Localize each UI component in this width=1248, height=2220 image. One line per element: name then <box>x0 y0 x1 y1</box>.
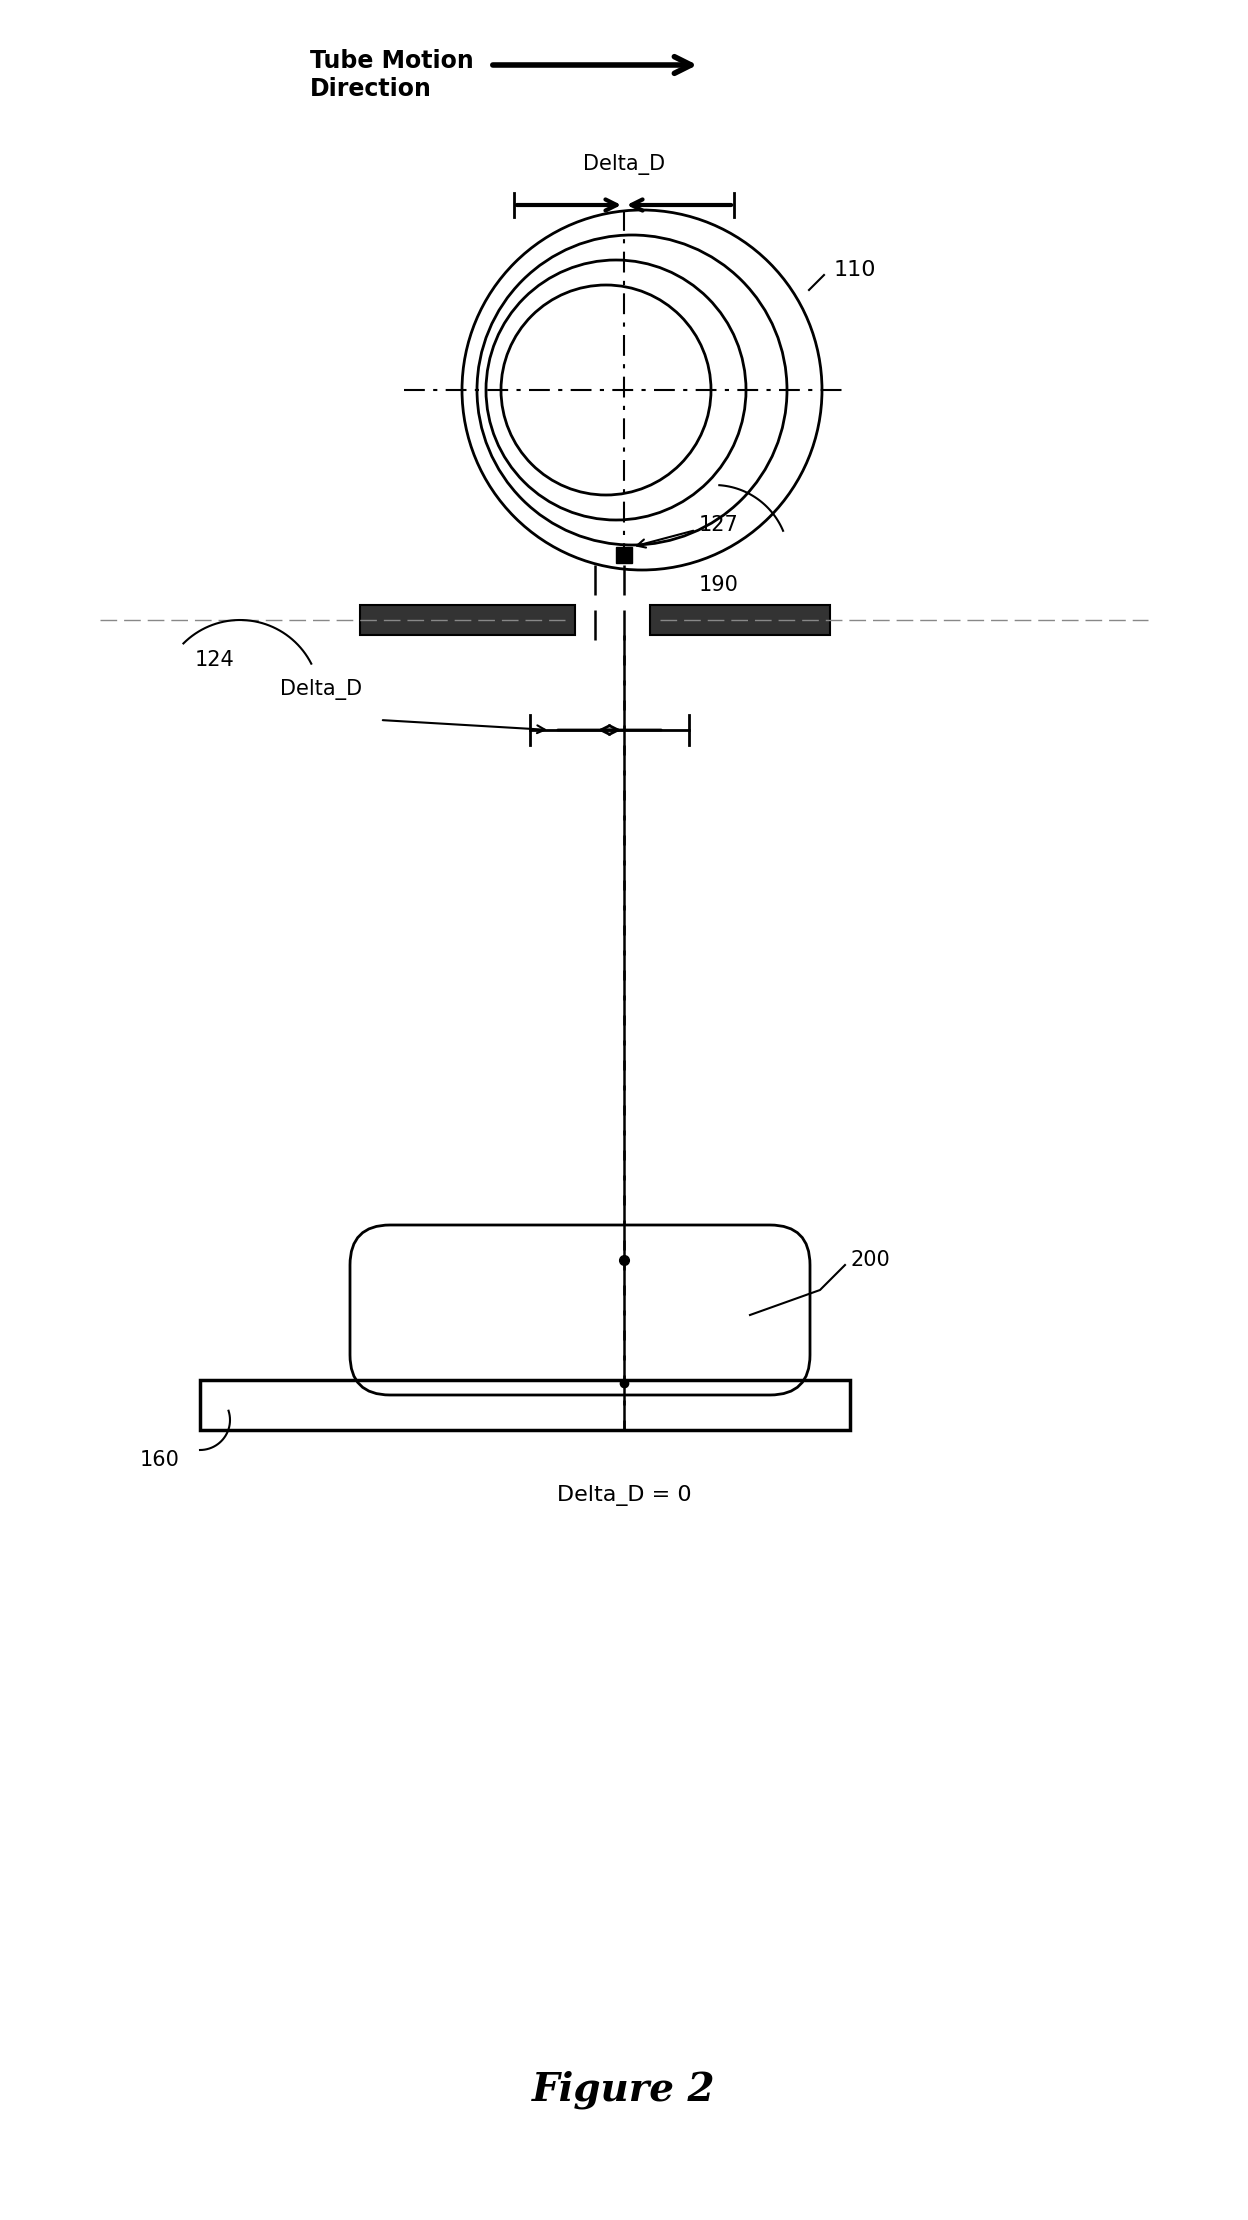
Text: 110: 110 <box>834 260 876 280</box>
Text: 127: 127 <box>699 515 739 535</box>
Text: 190: 190 <box>699 575 739 595</box>
Text: Figure 2: Figure 2 <box>532 2071 716 2109</box>
Text: Delta_D: Delta_D <box>280 679 362 699</box>
Bar <box>617 546 631 564</box>
Text: 200: 200 <box>850 1250 890 1270</box>
Bar <box>359 606 575 635</box>
Text: Delta_D = 0: Delta_D = 0 <box>557 1485 691 1505</box>
Text: 124: 124 <box>195 650 235 670</box>
Bar <box>650 606 830 635</box>
Bar <box>200 1381 850 1430</box>
Text: Delta_D: Delta_D <box>583 153 665 175</box>
Text: 160: 160 <box>140 1450 180 1470</box>
Text: Tube Motion
Direction: Tube Motion Direction <box>310 49 474 100</box>
